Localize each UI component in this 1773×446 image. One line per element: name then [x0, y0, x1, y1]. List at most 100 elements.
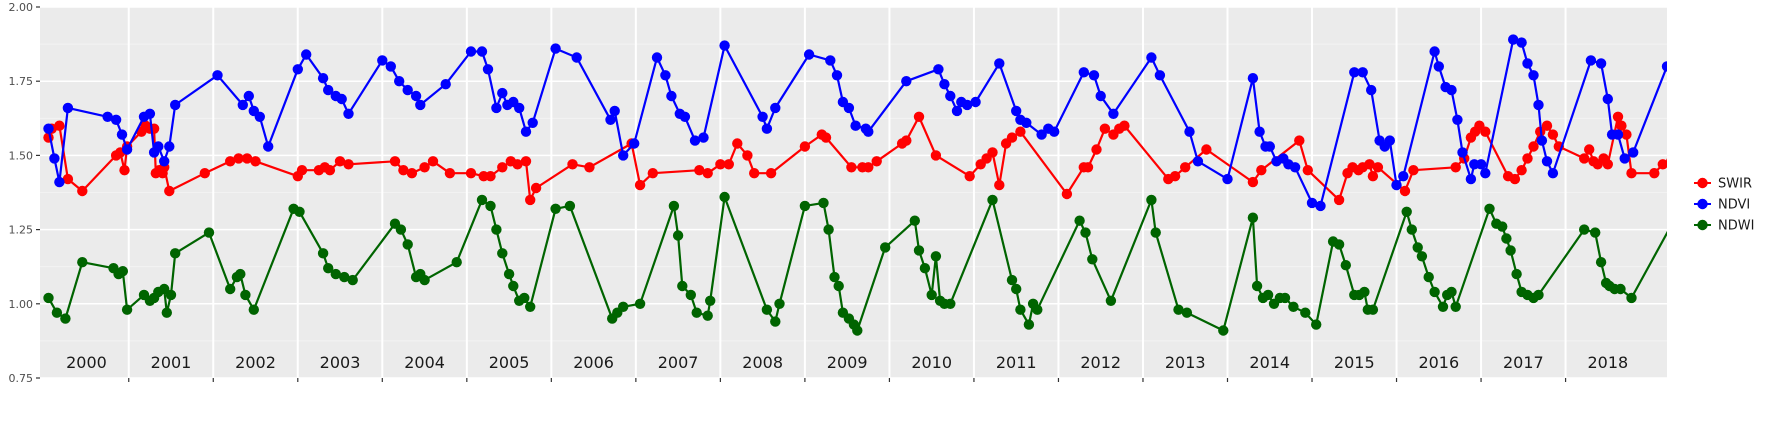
data-point-ndvi	[1508, 34, 1519, 45]
year-label: 2017	[1503, 353, 1544, 372]
data-point-swir	[1516, 165, 1527, 176]
data-point-swir	[406, 168, 418, 179]
data-point-ndvi	[1452, 114, 1463, 126]
data-point-ndvi	[1036, 129, 1047, 140]
data-point-swir	[164, 185, 175, 197]
data-point-swir	[398, 165, 409, 176]
legend-label: NDWI	[1718, 219, 1754, 234]
data-point-ndvi	[1366, 84, 1377, 96]
data-point-swir	[1408, 165, 1419, 176]
data-point-ndvi	[263, 141, 274, 152]
year-label: 2015	[1334, 353, 1375, 372]
data-point-ndwi	[1450, 301, 1461, 312]
data-point-ndvi	[1475, 159, 1487, 170]
year-label: 2000	[66, 353, 107, 372]
data-point-ndwi	[1615, 283, 1626, 295]
series-swir	[43, 111, 1667, 206]
data-point-swir	[119, 165, 130, 176]
data-point-ndwi	[1484, 203, 1495, 214]
data-point-ndvi	[1108, 108, 1119, 120]
data-point-ndvi	[1184, 126, 1195, 137]
data-point-ndvi	[1247, 73, 1259, 84]
data-point-ndvi	[49, 153, 60, 164]
data-point-swir	[1006, 132, 1018, 143]
data-point-ndwi	[497, 248, 508, 259]
data-point-ndvi	[1254, 126, 1265, 137]
data-point-ndvi	[237, 99, 248, 111]
data-point-ndvi	[1384, 135, 1396, 146]
data-point-ndvi	[1349, 67, 1360, 78]
data-point-ndwi	[1181, 307, 1193, 318]
data-point-ndwi	[705, 295, 716, 306]
data-point-swir	[1522, 153, 1533, 164]
data-point-swir	[1621, 129, 1632, 140]
data-point-ndvi	[43, 123, 54, 134]
data-point-swir	[225, 156, 236, 167]
legend-label: SWIR	[1718, 177, 1752, 192]
data-point-ndvi	[497, 87, 508, 99]
data-point-ndwi	[1423, 271, 1434, 283]
data-point-swir	[863, 162, 874, 173]
data-point-ndvi	[491, 102, 502, 114]
data-point-ndwi	[1511, 268, 1522, 280]
legend-key-marker	[1697, 198, 1708, 210]
data-point-ndwi	[402, 239, 413, 250]
data-point-ndwi	[503, 268, 515, 280]
data-point-ndwi	[1359, 286, 1370, 298]
data-point-ndvi	[660, 70, 671, 81]
data-point-ndvi	[1602, 93, 1614, 105]
data-point-ndwi	[685, 289, 696, 301]
year-label: 2007	[658, 353, 699, 372]
legend-key-marker	[1697, 177, 1708, 189]
data-point-ndwi	[159, 283, 170, 295]
data-point-ndvi	[254, 111, 265, 123]
year-label: 2011	[996, 353, 1037, 372]
data-point-ndvi	[1146, 52, 1157, 63]
year-label: 2009	[827, 353, 868, 372]
data-point-ndvi	[1433, 61, 1445, 72]
data-point-ndwi	[880, 242, 891, 253]
data-point-ndwi	[235, 268, 246, 280]
data-point-ndvi	[933, 64, 944, 75]
data-point-swir	[749, 168, 760, 179]
legend-item-swir: SWIR	[1694, 177, 1752, 192]
data-point-ndvi	[1306, 197, 1318, 209]
data-point-ndwi	[719, 191, 730, 203]
plot-panel: 2000 2001 2002 2003 2004 2005 2006 2007 2008 2009…	[40, 6, 1667, 379]
data-point-ndvi	[1429, 46, 1440, 57]
data-point-ndvi	[850, 120, 861, 131]
legend-label: NDVI	[1718, 198, 1750, 213]
data-point-swir	[1256, 165, 1267, 176]
data-point-ndwi	[1412, 242, 1423, 253]
data-point-ndvi	[164, 141, 175, 152]
data-point-ndwi	[770, 316, 781, 327]
data-point-swir	[647, 168, 658, 179]
data-point-ndwi	[1032, 304, 1043, 315]
data-point-swir	[1616, 120, 1627, 131]
data-point-ndwi	[60, 313, 71, 324]
data-point-ndvi	[651, 52, 663, 63]
data-point-ndvi	[415, 99, 426, 111]
y-tick-label: 0.75	[9, 372, 34, 385]
data-point-ndwi	[323, 263, 334, 274]
data-point-ndwi	[909, 215, 920, 226]
data-point-swir	[233, 153, 244, 164]
y-tick-label: 1.75	[9, 75, 34, 88]
data-point-swir	[497, 162, 508, 173]
data-point-ndwi	[121, 304, 133, 315]
year-label: 2012	[1080, 353, 1121, 372]
data-point-ndwi	[691, 307, 702, 318]
data-point-ndwi	[1279, 292, 1291, 304]
data-point-swir	[1201, 144, 1212, 155]
data-point-swir	[1294, 135, 1305, 146]
data-point-ndvi	[1612, 129, 1624, 140]
data-point-swir	[1367, 171, 1379, 182]
data-point-swir	[765, 168, 777, 179]
data-point-ndvi	[843, 102, 855, 114]
data-point-swir	[199, 168, 210, 179]
data-point-ndwi	[419, 274, 430, 286]
data-point-ndwi	[1367, 304, 1379, 315]
data-point-ndvi	[62, 102, 74, 114]
data-point-swir	[389, 156, 401, 167]
data-point-ndwi	[395, 224, 407, 235]
